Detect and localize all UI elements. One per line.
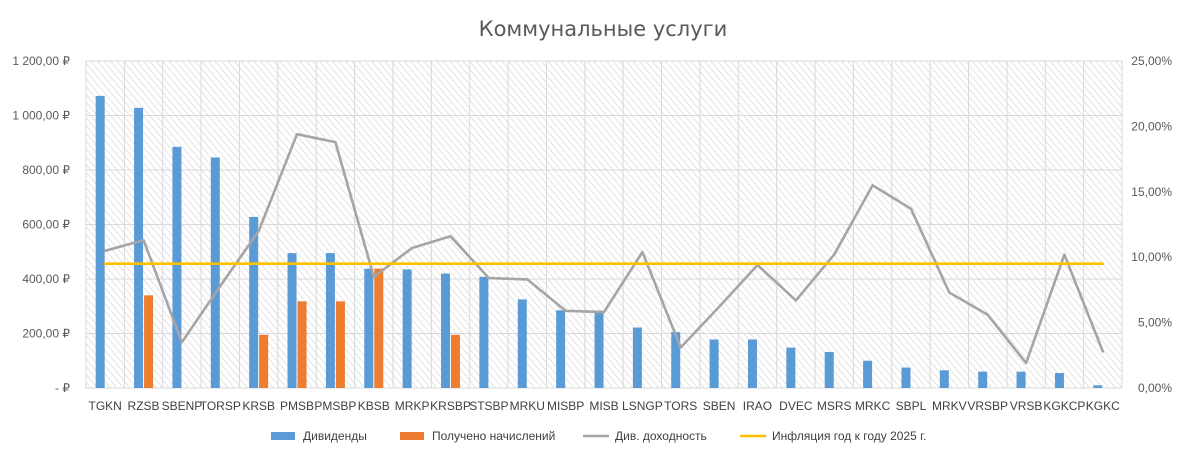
x-tick-label: TORS (664, 399, 697, 413)
x-tick-label: TGKN (89, 399, 122, 413)
y-tick-label: 800,00 ₽ (22, 163, 70, 177)
bar (747, 339, 757, 388)
legend-swatch (271, 432, 295, 440)
y2-tick-label: 20,00% (1131, 119, 1172, 133)
x-tick-label: MRKV (932, 399, 967, 413)
x-tick-label: LSNGP (622, 399, 663, 413)
bar (95, 95, 105, 388)
bar (325, 253, 335, 388)
x-tick-label: KRSB (242, 399, 275, 413)
y2-tick-label: 15,00% (1131, 185, 1172, 199)
y2-tick-label: 5,00% (1138, 316, 1172, 330)
chart-title: Коммунальные услуги (479, 17, 728, 41)
bar (172, 146, 182, 388)
bar (144, 295, 154, 388)
bar (824, 352, 834, 388)
y-tick-label: - ₽ (55, 381, 70, 395)
x-tick-label: PMSBP (314, 399, 356, 413)
bar (402, 269, 412, 388)
bar (863, 360, 873, 388)
bar (297, 301, 307, 388)
bar (709, 339, 719, 388)
bar (1093, 385, 1103, 388)
x-tick-label: VRSB (1010, 399, 1043, 413)
legend-label: Дивиденды (303, 429, 367, 443)
y-axis-left: - ₽ 200,00 ₽ 400,00 ₽ 600,00 ₽ 800,00 ₽ 1 000… (12, 54, 70, 395)
bars-layer (95, 95, 1103, 389)
legend-label: Получено начислений (432, 429, 555, 443)
lines-layer (103, 132, 1105, 365)
bar (1054, 373, 1064, 388)
gridlines (85, 60, 1123, 389)
y-tick-label: 200,00 ₽ (22, 327, 70, 341)
y-tick-label: 600,00 ₽ (22, 218, 70, 232)
bar (451, 334, 461, 388)
x-tick-label: SBENP (162, 399, 203, 413)
x-tick-label: MRKC (855, 399, 891, 413)
y2-tick-label: 10,00% (1131, 250, 1172, 264)
x-tick-label: DVEC (779, 399, 813, 413)
bar (786, 347, 796, 388)
x-tick-label: STSBP (469, 399, 508, 413)
bar (978, 371, 988, 388)
x-tick-label: KGKC (1086, 399, 1120, 413)
x-tick-label: TORSP (200, 399, 241, 413)
legend-label: Инфляция год к году 2025 г. (772, 429, 926, 443)
bar (259, 334, 269, 388)
bar (335, 301, 345, 388)
bar (594, 310, 604, 388)
x-tick-label: PMSB (280, 399, 314, 413)
bar (364, 268, 374, 388)
x-tick-label: MISB (589, 399, 618, 413)
y-axis-right: 0,00% 5,00% 10,00% 15,00% 20,00% 25,00% (1131, 54, 1172, 395)
y-tick-label: 1 000,00 ₽ (12, 109, 70, 123)
x-tick-label: SBEN (703, 399, 736, 413)
bar (249, 216, 259, 388)
bar (939, 370, 949, 388)
bar (901, 367, 911, 388)
bar (671, 332, 681, 388)
bar (517, 299, 527, 388)
x-tick-label: KRSBP (430, 399, 471, 413)
bar (479, 276, 489, 388)
x-tick-label: VRSBP (967, 399, 1008, 413)
bar (210, 157, 220, 388)
legend-swatch (400, 432, 424, 440)
bar (374, 268, 384, 388)
y2-tick-label: 0,00% (1138, 381, 1172, 395)
x-tick-label: KBSB (358, 399, 390, 413)
bar (287, 253, 297, 388)
bar (1016, 371, 1026, 388)
x-tick-label: KGKCP (1043, 399, 1085, 413)
y2-tick-label: 25,00% (1131, 54, 1172, 68)
bar (441, 273, 451, 388)
x-tick-label: IRAO (743, 399, 772, 413)
x-tick-label: SBPL (896, 399, 927, 413)
x-tick-label: MRKU (510, 399, 545, 413)
x-tick-label: MISBP (547, 399, 584, 413)
y-tick-label: 1 200,00 ₽ (12, 54, 70, 68)
x-tick-label: MSRS (817, 399, 852, 413)
y-tick-label: 400,00 ₽ (22, 272, 70, 286)
legend: Дивиденды Получено начислений Див. доходно… (271, 429, 926, 443)
bar (632, 327, 642, 388)
x-tick-label: MRKP (395, 399, 430, 413)
x-tick-label: RZSB (128, 399, 160, 413)
legend-label: Див. доходность (615, 429, 707, 443)
bar (556, 310, 566, 388)
bar (134, 107, 144, 389)
